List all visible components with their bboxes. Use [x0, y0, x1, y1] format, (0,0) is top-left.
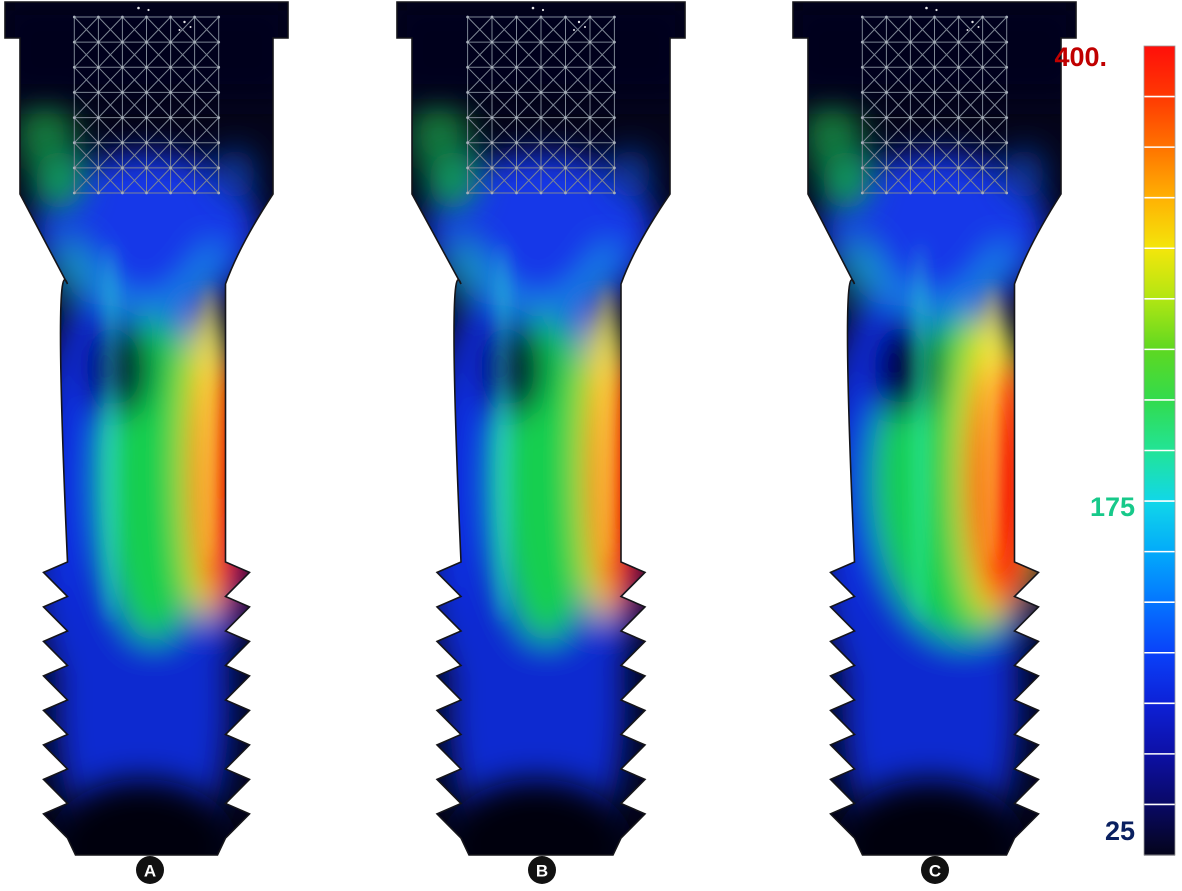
svg-text:A: A — [144, 862, 156, 881]
svg-text:175: 175 — [1090, 492, 1135, 522]
svg-text:400.: 400. — [1054, 42, 1107, 72]
svg-text:25: 25 — [1105, 816, 1135, 846]
svg-text:C: C — [929, 862, 941, 881]
svg-text:B: B — [536, 862, 548, 881]
